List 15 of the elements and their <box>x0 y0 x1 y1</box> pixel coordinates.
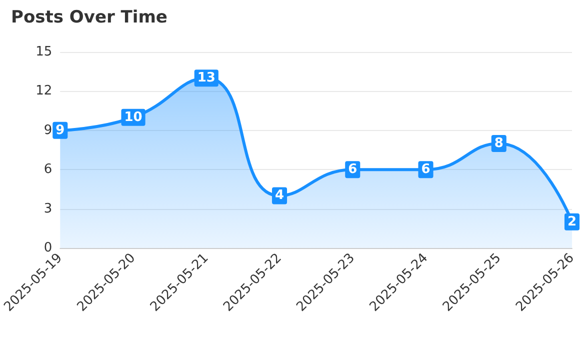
y-tick-label: 15 <box>36 44 52 60</box>
chart-title: Posts Over Time <box>11 8 168 28</box>
data-label: 13 <box>197 70 216 86</box>
y-tick-label: 12 <box>36 84 52 99</box>
y-tick-label: 6 <box>44 162 52 178</box>
y-tick-label: 0 <box>44 240 52 256</box>
data-label: 6 <box>421 162 430 178</box>
data-label: 10 <box>124 110 142 125</box>
data-label: 9 <box>56 122 65 138</box>
data-label: 2 <box>567 214 577 230</box>
data-label: 6 <box>348 162 358 178</box>
y-tick-label: 9 <box>44 122 52 138</box>
y-tick-label: 3 <box>44 201 52 216</box>
data-label: 4 <box>274 188 284 204</box>
data-label: 8 <box>494 136 504 151</box>
